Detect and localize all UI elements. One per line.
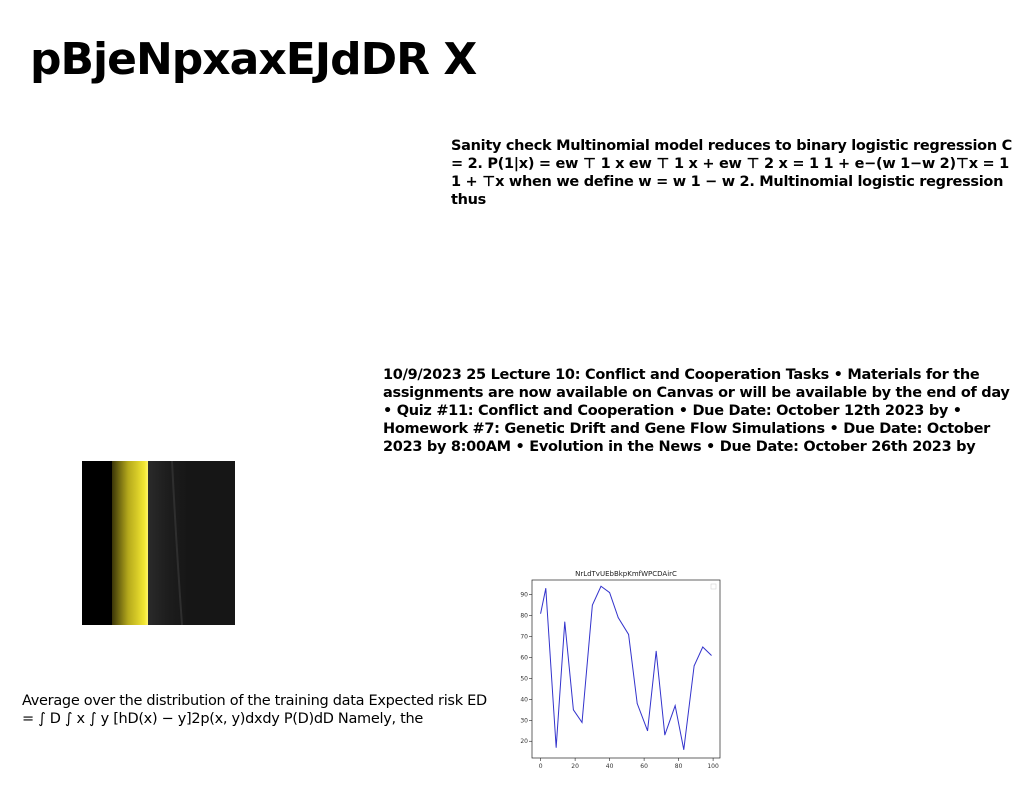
photo-image bbox=[82, 461, 235, 625]
text-block-lecture: 10/9/2023 25 Lecture 10: Conflict and Co… bbox=[383, 367, 1010, 455]
y-tick-label: 40 bbox=[520, 696, 528, 703]
data-point bbox=[702, 646, 704, 648]
data-point bbox=[655, 650, 657, 652]
data-point bbox=[600, 585, 602, 587]
x-tick-label: 0 bbox=[539, 763, 543, 770]
data-point bbox=[710, 654, 712, 656]
data-point bbox=[581, 722, 583, 723]
chart-legend-box bbox=[710, 583, 717, 590]
photo-highlight-line bbox=[171, 461, 183, 625]
data-point bbox=[674, 705, 676, 707]
y-tick-label: 90 bbox=[520, 592, 528, 599]
x-tick-label: 40 bbox=[606, 763, 614, 770]
data-point bbox=[693, 665, 695, 667]
text-block-multinomial: Sanity check Multinomial model reduces t… bbox=[451, 138, 1012, 208]
y-tick-label: 20 bbox=[520, 738, 528, 745]
x-tick-label: 20 bbox=[571, 763, 579, 770]
data-point bbox=[628, 634, 629, 635]
data-point bbox=[540, 613, 542, 614]
y-tick-label: 30 bbox=[520, 717, 528, 724]
x-tick-label: 100 bbox=[707, 763, 719, 770]
data-point bbox=[564, 621, 566, 623]
photo-dark-edge bbox=[82, 461, 112, 625]
y-tick-label: 60 bbox=[520, 654, 528, 661]
y-tick-label: 70 bbox=[520, 634, 528, 641]
data-point bbox=[572, 709, 574, 711]
chart-plot-frame bbox=[531, 579, 721, 759]
data-point bbox=[555, 747, 557, 748]
data-point bbox=[636, 703, 638, 704]
y-tick-label: 80 bbox=[520, 613, 528, 620]
photo-yellow-band bbox=[112, 461, 148, 625]
photo-shadow-band bbox=[148, 461, 188, 625]
chart-title: NrLdTvUEbBkpKmfWPCDAirC bbox=[575, 570, 677, 578]
text-block-expected-risk: Average over the distribution of the tra… bbox=[22, 693, 487, 727]
page-title: pBjeNpxaxEJdDR X bbox=[30, 34, 477, 85]
chart-series-line bbox=[540, 585, 712, 750]
data-point bbox=[647, 730, 648, 732]
data-point bbox=[664, 734, 666, 736]
x-tick-label: 60 bbox=[640, 763, 648, 770]
line-chart: NrLdTvUEbBkpKmfWPCDAirC 20 30 40 50 60 70 80 90… bbox=[520, 570, 721, 770]
x-tick-label: 80 bbox=[675, 763, 683, 770]
y-tick-label: 50 bbox=[520, 675, 528, 682]
data-point bbox=[545, 587, 547, 589]
data-point bbox=[617, 617, 619, 619]
data-point bbox=[609, 592, 611, 593]
data-point bbox=[591, 604, 593, 606]
data-point bbox=[683, 749, 685, 751]
